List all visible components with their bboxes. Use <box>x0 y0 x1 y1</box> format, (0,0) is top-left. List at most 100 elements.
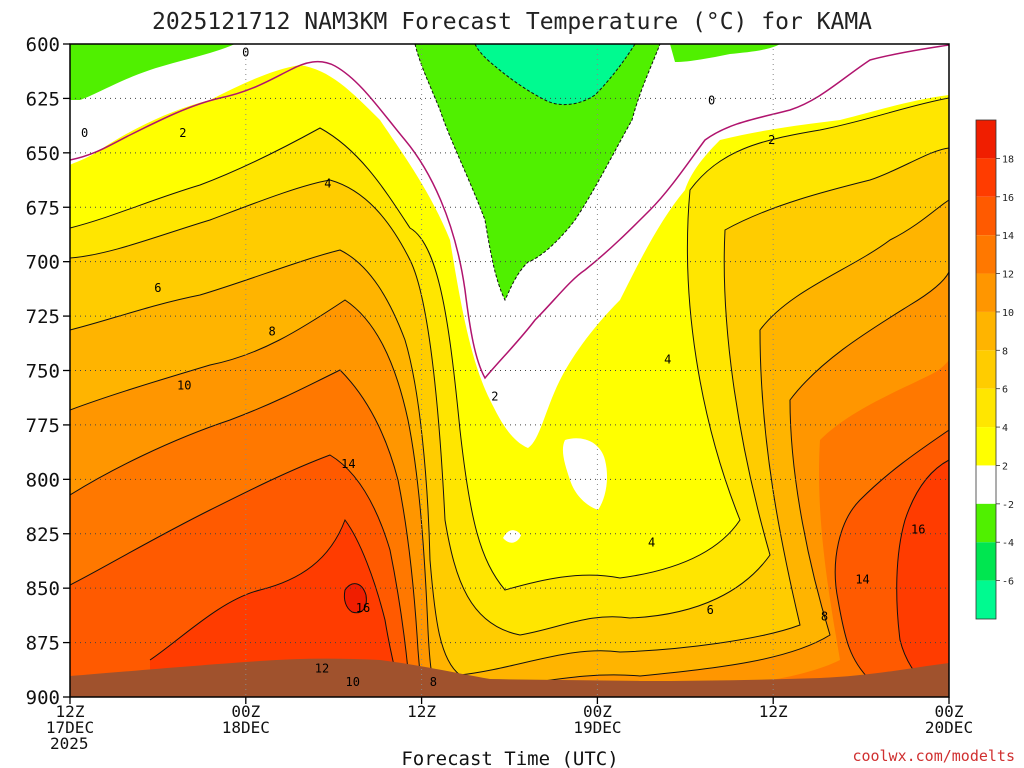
contour-label: 10 <box>346 675 360 689</box>
colorbar-swatch <box>976 273 996 312</box>
colorbar-tick-label: -2 <box>1002 500 1014 511</box>
colorbar-swatch <box>976 503 996 543</box>
contour-label: 8 <box>269 324 276 338</box>
contour-label: 16 <box>356 601 370 615</box>
y-tick-label: 775 <box>26 415 60 437</box>
contour-label: 6 <box>154 281 161 295</box>
colorbar: 18 16 14 12 10 8 6 4 2 -2 -4 -6 <box>975 119 1014 620</box>
contour-label: 6 <box>707 603 714 617</box>
x-tick-label: 17DEC <box>46 718 94 737</box>
contour-label: 10 <box>177 379 191 393</box>
contour-18 <box>343 583 367 614</box>
x-tick-label: 19DEC <box>573 718 621 737</box>
y-tick-label: 850 <box>26 578 60 600</box>
y-tick-label: 800 <box>26 469 60 491</box>
contour-label: 16 <box>911 522 925 536</box>
x-tick-label: 18DEC <box>222 718 270 737</box>
contour-minus4 <box>474 44 636 106</box>
y-tick-label: 825 <box>26 524 60 546</box>
contour-6 <box>70 199 949 676</box>
contour-label: 14 <box>855 572 869 586</box>
contour-label: 14 <box>341 457 355 471</box>
pocket-white-2 <box>503 530 521 543</box>
colorbar-swatch <box>976 235 996 274</box>
colorbar-tick-label: -4 <box>1002 538 1014 549</box>
y-tick-label: 675 <box>26 197 60 219</box>
band-minus4-minus2-right <box>670 44 780 62</box>
contour-label: 12 <box>315 662 329 676</box>
colorbar-tick-label: 14 <box>1002 231 1014 242</box>
contour-4 <box>70 147 949 636</box>
x-axis-label: Forecast Time (UTC) <box>401 748 618 768</box>
colorbar-tick-label: 4 <box>1002 423 1008 434</box>
contour-label: 0 <box>708 94 715 108</box>
colorbar-tick-label: 10 <box>1002 308 1014 319</box>
y-tick-label: 900 <box>26 687 60 709</box>
colorbar-swatch <box>976 350 996 389</box>
contour-16 <box>149 518 401 691</box>
colorbar-swatch <box>976 158 996 197</box>
x-tick-label: 2025 <box>50 734 89 753</box>
colorbar-swatch <box>976 542 996 581</box>
zero-contour-left <box>70 44 949 380</box>
y-tick-label: 700 <box>26 252 60 274</box>
y-tick-label: 750 <box>26 361 60 383</box>
contour-16-right <box>896 459 949 691</box>
contour-label: 4 <box>648 535 655 549</box>
y-axis: 600 625 650 675 700 725 750 775 800 825 850 875 900 <box>26 34 70 709</box>
contour-10 <box>70 369 426 697</box>
y-tick-label: 650 <box>26 143 60 165</box>
contour-label: 2 <box>179 126 186 140</box>
band-minus4-minus2-left <box>70 44 235 100</box>
contour-2 <box>70 97 949 591</box>
contour-label: 8 <box>821 609 828 623</box>
y-tick-label: 600 <box>26 34 60 56</box>
colorbar-swatch <box>976 120 996 159</box>
colorbar-tick-label: 16 <box>1002 193 1014 204</box>
pocket-white-1 <box>562 438 608 510</box>
x-tick-label: 12Z <box>56 702 85 721</box>
chart-title: 2025121712 NAM3KM Forecast Temperature (… <box>152 9 872 35</box>
contour-label: 4 <box>324 176 331 190</box>
terrain <box>70 658 949 697</box>
contour-minus2 <box>414 44 661 302</box>
colorbar-tick-label: 8 <box>1002 346 1008 357</box>
band-minus4-minus2 <box>415 44 660 300</box>
colorbar-tick-label: 12 <box>1002 270 1014 281</box>
contour-label: 8 <box>430 675 437 689</box>
colorbar-swatch <box>976 427 996 466</box>
contour-labels: 0 0 2 4 6 8 10 14 16 12 10 8 2 0 2 4 4 6 8 14 16 <box>81 46 925 689</box>
contour-label: 4 <box>664 353 671 367</box>
x-tick-label: 00Z <box>583 702 612 721</box>
contour-label: 2 <box>491 390 498 404</box>
colorbar-tick-label: 2 <box>1002 461 1008 472</box>
colorbar-swatch <box>976 388 996 428</box>
x-tick-label: 12Z <box>407 702 436 721</box>
band-16-18-right <box>896 460 949 697</box>
colorbar-tick-label: -6 <box>1002 577 1014 588</box>
plot-area <box>70 44 949 697</box>
band-minus6-minus4 <box>475 44 635 105</box>
contour-12 <box>70 454 411 697</box>
x-tick-label: 20DEC <box>925 718 973 737</box>
colorbar-swatch <box>976 465 996 504</box>
y-tick-label: 725 <box>26 306 60 328</box>
colorbar-frame <box>975 119 997 620</box>
contour-14-right <box>834 429 949 697</box>
band-18-20 <box>344 583 367 613</box>
contour-label: 0 <box>81 126 88 140</box>
colorbar-tick-label: 18 <box>1002 154 1014 165</box>
x-tick-label: 00Z <box>231 702 260 721</box>
band-16-18 <box>150 520 400 697</box>
colorbar-swatch <box>976 580 996 619</box>
x-tick-label: 00Z <box>935 702 964 721</box>
contour-label: 2 <box>768 133 775 147</box>
contour-label: 0 <box>242 46 249 60</box>
colorbar-swatch <box>976 196 996 236</box>
y-tick-label: 875 <box>26 633 60 655</box>
watermark: coolwx.com/modelts <box>852 747 1015 765</box>
colorbar-swatch <box>976 311 996 351</box>
colorbar-tick-label: 6 <box>1002 385 1008 396</box>
